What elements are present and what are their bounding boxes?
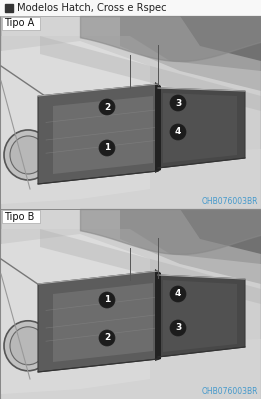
Text: Tipo A: Tipo A — [4, 18, 34, 28]
Text: 4: 4 — [175, 128, 181, 136]
Polygon shape — [1, 339, 261, 399]
Circle shape — [170, 95, 186, 111]
Polygon shape — [155, 82, 161, 173]
Polygon shape — [120, 209, 261, 284]
Polygon shape — [1, 41, 150, 204]
FancyBboxPatch shape — [1, 16, 260, 209]
Polygon shape — [180, 209, 261, 254]
Polygon shape — [158, 275, 245, 357]
Polygon shape — [158, 88, 245, 168]
Polygon shape — [53, 283, 153, 362]
Ellipse shape — [4, 130, 52, 180]
Polygon shape — [40, 229, 261, 304]
Polygon shape — [38, 84, 158, 184]
Polygon shape — [53, 96, 153, 174]
Text: Tipo B: Tipo B — [4, 211, 34, 221]
FancyBboxPatch shape — [0, 0, 261, 16]
Polygon shape — [120, 16, 261, 91]
Polygon shape — [180, 16, 261, 61]
Text: 4: 4 — [175, 290, 181, 298]
Polygon shape — [1, 149, 261, 209]
Text: OHB076003BR: OHB076003BR — [201, 387, 258, 396]
Text: 1: 1 — [104, 296, 110, 304]
Circle shape — [99, 140, 115, 156]
Circle shape — [170, 286, 186, 302]
Circle shape — [99, 99, 115, 115]
Text: 3: 3 — [175, 324, 181, 332]
Ellipse shape — [10, 136, 46, 174]
Text: 1: 1 — [104, 144, 110, 152]
Text: Modelos Hatch, Cross e Rspec: Modelos Hatch, Cross e Rspec — [17, 3, 167, 13]
Polygon shape — [155, 269, 161, 361]
Text: 3: 3 — [175, 99, 181, 107]
Polygon shape — [1, 234, 150, 394]
Polygon shape — [163, 93, 237, 163]
FancyBboxPatch shape — [2, 17, 40, 30]
Circle shape — [170, 320, 186, 336]
Ellipse shape — [10, 327, 46, 365]
Text: OHB076003BR: OHB076003BR — [201, 197, 258, 206]
Polygon shape — [38, 271, 158, 372]
Polygon shape — [1, 229, 261, 399]
Text: 2: 2 — [104, 334, 110, 342]
Polygon shape — [1, 36, 261, 209]
Circle shape — [99, 330, 115, 346]
FancyBboxPatch shape — [1, 209, 260, 399]
FancyBboxPatch shape — [2, 210, 40, 223]
Circle shape — [170, 124, 186, 140]
Text: 2: 2 — [104, 103, 110, 111]
Polygon shape — [40, 36, 261, 111]
Bar — [5, 4, 13, 12]
Ellipse shape — [4, 321, 52, 371]
Circle shape — [99, 292, 115, 308]
Polygon shape — [163, 280, 237, 352]
